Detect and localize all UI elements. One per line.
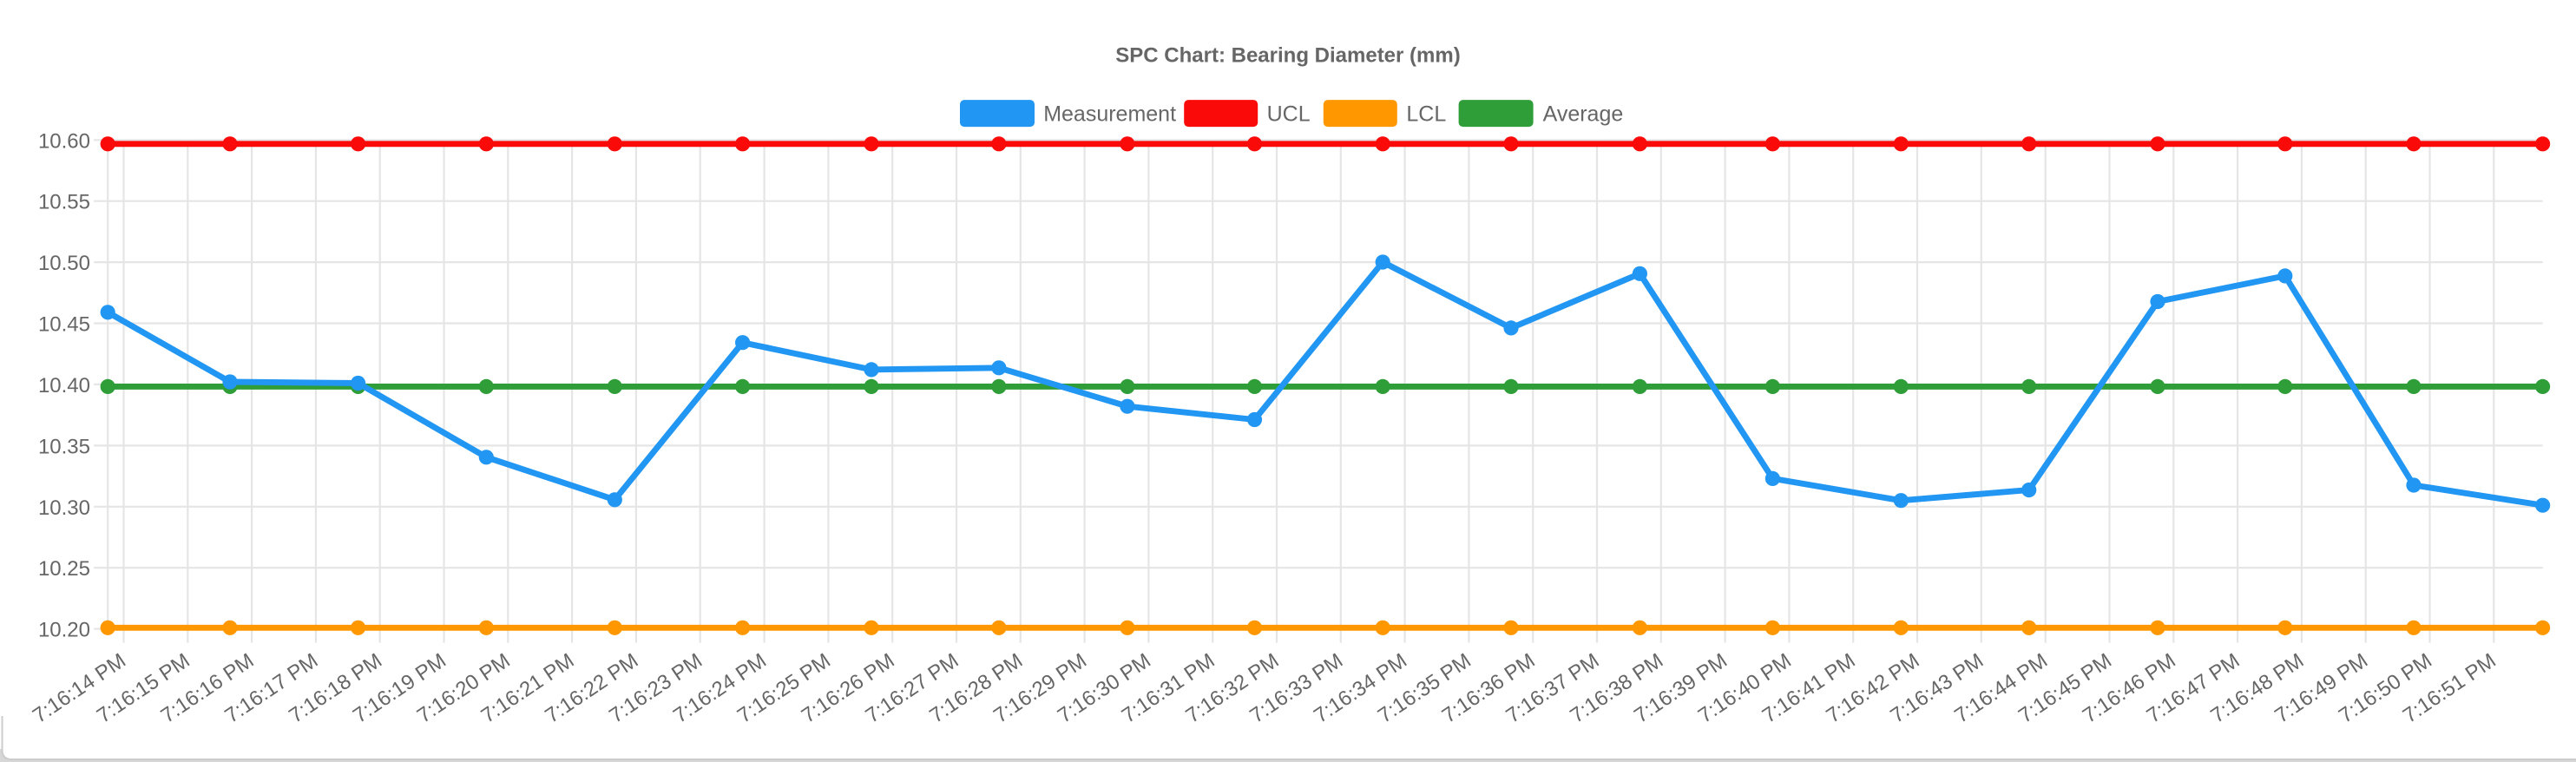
svg-text:SPC Chart: Bearing Diameter (m: SPC Chart: Bearing Diameter (mm) bbox=[1115, 44, 1460, 68]
svg-text:10.60: 10.60 bbox=[38, 129, 90, 153]
svg-text:10.30: 10.30 bbox=[38, 496, 90, 520]
svg-text:UCL: UCL bbox=[1267, 102, 1311, 127]
svg-text:10.45: 10.45 bbox=[38, 313, 90, 337]
svg-text:LCL: LCL bbox=[1406, 102, 1446, 127]
svg-text:10.20: 10.20 bbox=[38, 619, 90, 642]
svg-text:10.35: 10.35 bbox=[38, 435, 90, 458]
svg-text:10.50: 10.50 bbox=[38, 252, 90, 275]
svg-text:Measurement: Measurement bbox=[1043, 102, 1176, 127]
svg-text:10.55: 10.55 bbox=[38, 191, 90, 214]
svg-text:10.40: 10.40 bbox=[38, 374, 90, 397]
svg-text:10.25: 10.25 bbox=[38, 557, 90, 581]
svg-text:Average: Average bbox=[1543, 102, 1624, 127]
